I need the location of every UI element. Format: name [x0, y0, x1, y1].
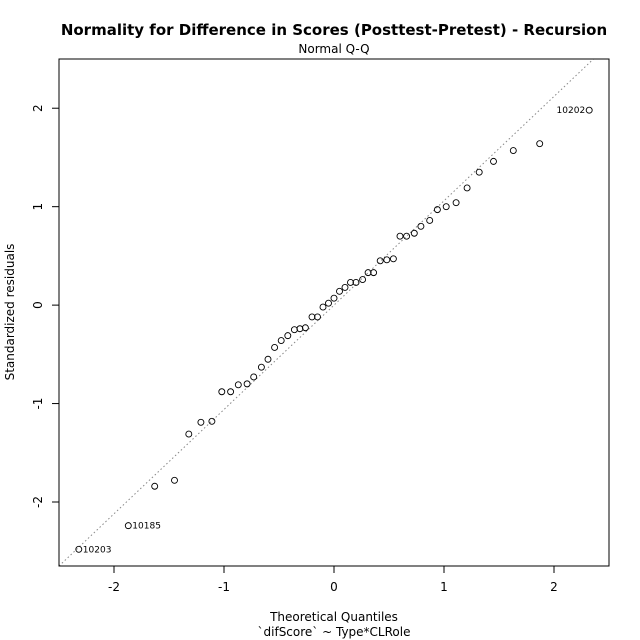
- points-layer: [75, 106, 593, 553]
- x-tick-label: 2: [550, 580, 558, 594]
- data-point: [396, 232, 404, 240]
- data-point: [227, 388, 235, 396]
- data-point: [330, 294, 338, 302]
- point-labels-layer: 10203 10185 10202: [83, 106, 585, 555]
- data-point: [475, 168, 483, 176]
- data-point: [325, 299, 332, 307]
- data-point: [257, 363, 265, 371]
- data-point: [243, 380, 251, 388]
- data-point: [301, 324, 309, 332]
- data-point: [197, 418, 205, 426]
- data-point: [308, 313, 316, 321]
- chart-title: Normality for Difference in Scores (Post…: [61, 21, 607, 39]
- data-point: [376, 257, 384, 265]
- reference-line-layer: [58, 58, 594, 567]
- data-point: [359, 276, 367, 283]
- y-axis: -2 -1 0 1 2: [31, 104, 59, 508]
- point-label: 10203: [83, 545, 112, 555]
- data-point: [417, 222, 425, 230]
- point-label: 10202: [557, 106, 586, 116]
- x-tick-label: -1: [218, 580, 230, 594]
- data-point: [314, 313, 321, 321]
- data-point: [264, 355, 272, 363]
- data-point: [185, 430, 193, 438]
- data-point: [442, 203, 450, 211]
- data-point: [452, 199, 460, 207]
- x-axis-sublabel: `difScore` ~ Type*CLRole: [258, 625, 411, 639]
- data-point: [585, 106, 593, 114]
- data-point: [319, 303, 327, 311]
- x-tick-label: -2: [108, 580, 120, 594]
- y-axis-label: Standardized residuals: [3, 244, 17, 381]
- data-point: [151, 482, 159, 490]
- x-axis: -2 -1 0 1 2: [108, 566, 558, 594]
- y-tick-label: -1: [31, 398, 45, 410]
- y-tick-label: 1: [31, 203, 45, 211]
- data-point: [171, 476, 178, 484]
- data-point: [208, 417, 216, 425]
- data-point: [250, 373, 258, 381]
- data-point: [277, 337, 285, 345]
- data-point: [509, 147, 517, 155]
- data-point: [218, 388, 226, 396]
- data-point: [389, 255, 397, 263]
- point-label: 10185: [132, 522, 161, 532]
- data-point: [234, 381, 242, 389]
- data-point: [463, 184, 471, 192]
- data-point: [341, 283, 349, 291]
- data-point: [370, 269, 378, 277]
- y-tick-label: 0: [31, 301, 45, 309]
- data-point: [433, 206, 441, 214]
- x-tick-label: 0: [330, 580, 338, 594]
- y-tick-label: -2: [31, 496, 45, 508]
- data-point: [403, 232, 411, 240]
- data-point: [536, 140, 544, 148]
- x-axis-label: Theoretical Quantiles: [269, 610, 398, 624]
- data-point: [271, 343, 279, 351]
- data-point: [383, 256, 391, 264]
- data-point: [75, 545, 83, 553]
- data-point: [352, 279, 360, 286]
- reference-line: [58, 58, 594, 567]
- data-point: [364, 269, 372, 277]
- data-point: [284, 332, 292, 340]
- y-tick-label: 2: [31, 104, 45, 112]
- data-point: [410, 229, 418, 237]
- data-point: [347, 279, 354, 286]
- data-point: [124, 522, 132, 530]
- data-point: [336, 287, 343, 295]
- chart-subtitle: Normal Q-Q: [298, 42, 369, 56]
- data-point: [490, 157, 497, 165]
- data-point: [426, 217, 434, 224]
- x-tick-label: 1: [440, 580, 448, 594]
